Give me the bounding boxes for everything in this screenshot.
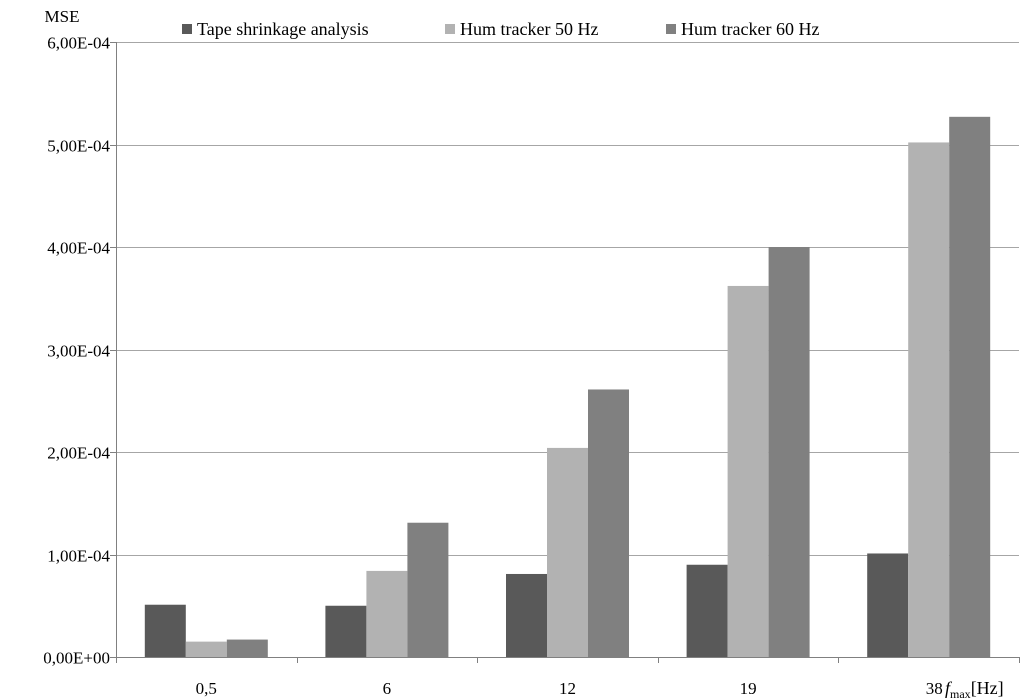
- x-tick-label: 0,5: [196, 679, 217, 698]
- y-tick-label: 0,00E+00: [43, 649, 110, 668]
- x-tick-label: 12: [559, 679, 576, 698]
- bars-group: [144, 116, 991, 657]
- x-axis-title-variable: f: [945, 678, 953, 698]
- x-tick-label: 6: [383, 679, 392, 698]
- bar: [366, 570, 408, 657]
- legend-label: Hum tracker 60 Hz: [681, 19, 819, 39]
- bar: [588, 389, 629, 657]
- y-tick-label: 1,00E-04: [47, 547, 110, 566]
- x-axis: 0,5 6 12 19 38: [116, 657, 1020, 698]
- bar: [949, 116, 991, 657]
- x-axis-title-unit: [Hz]: [971, 678, 1004, 698]
- bar: [547, 447, 588, 657]
- bar: [686, 564, 728, 657]
- bar: [727, 285, 769, 657]
- bar: [185, 641, 227, 657]
- bar: [226, 639, 268, 657]
- legend-swatch: [182, 24, 192, 34]
- legend-swatch: [666, 24, 676, 34]
- bar: [867, 553, 909, 657]
- bar: [768, 247, 810, 657]
- legend-label: Tape shrinkage analysis: [197, 19, 369, 39]
- bar: [325, 605, 367, 657]
- legend: Tape shrinkage analysis Hum tracker 50 Hz…: [182, 19, 819, 39]
- y-tick-label: 5,00E-04: [47, 137, 110, 156]
- y-tick-label: 2,00E-04: [47, 444, 110, 463]
- y-axis-title: MSE: [45, 7, 80, 26]
- bar: [407, 522, 449, 657]
- x-tick-label: 19: [740, 679, 757, 698]
- legend-label: Hum tracker 50 Hz: [460, 19, 598, 39]
- bar: [506, 573, 547, 657]
- y-axis: 0,00E+00 1,00E-04 2,00E-04 3,00E-04 4,00E-04…: [43, 34, 117, 668]
- y-tick-label: 3,00E-04: [47, 342, 110, 361]
- y-tick-label: 6,00E-04: [47, 34, 110, 53]
- x-axis-title-subscript: max: [950, 687, 971, 700]
- x-axis-title: fmax[Hz]: [945, 678, 1004, 700]
- bar: [144, 604, 186, 657]
- bar: [908, 142, 950, 657]
- y-tick-label: 4,00E-04: [47, 239, 110, 258]
- x-tick-label: 38: [926, 679, 943, 698]
- legend-swatch: [445, 24, 455, 34]
